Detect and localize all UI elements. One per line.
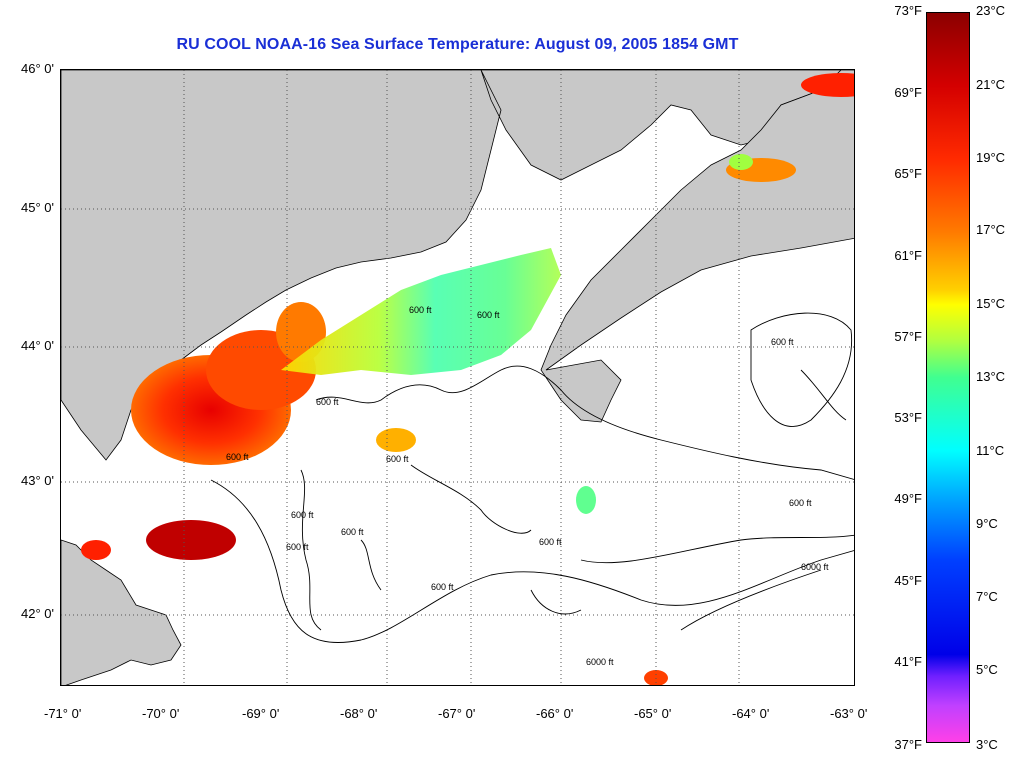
lon-label: -71° 0' — [44, 706, 82, 721]
lat-label: 46° 0' — [21, 61, 54, 76]
contour-label: 600 ft — [771, 337, 794, 347]
contour-label: 600 ft — [409, 305, 432, 315]
colorbar-f-label: 53°F — [894, 410, 922, 425]
contour-label: 600 ft — [431, 582, 454, 592]
lon-label: -69° 0' — [242, 706, 280, 721]
temperature-colorbar — [926, 12, 970, 743]
contour-label: 600 ft — [316, 397, 339, 407]
lon-label: -66° 0' — [536, 706, 574, 721]
colorbar-f-label: 45°F — [894, 573, 922, 588]
colorbar-c-label: 7°C — [976, 589, 998, 604]
lat-label: 43° 0' — [21, 473, 54, 488]
land-cape-cod — [61, 539, 182, 685]
colorbar-c-label: 9°C — [976, 516, 998, 531]
colorbar-f-label: 61°F — [894, 248, 922, 263]
lon-label: -67° 0' — [438, 706, 476, 721]
grid-lines — [61, 70, 854, 685]
lon-label: -64° 0' — [732, 706, 770, 721]
colorbar-c-label: 5°C — [976, 662, 998, 677]
lat-label: 44° 0' — [21, 338, 54, 353]
contour-label: 600 ft — [789, 498, 812, 508]
depth-contours — [210, 312, 854, 643]
lat-label: 42° 0' — [21, 606, 54, 621]
colorbar-c-label: 15°C — [976, 296, 1006, 311]
colorbar-c-label: 3°C — [976, 737, 998, 752]
map-area[interactable]: 600 ft 600 ft 600 ft 600 ft 600 ft 600 f… — [60, 69, 855, 686]
colorbar-f-label: 65°F — [894, 166, 922, 181]
colorbar-f-label: 37°F — [894, 737, 922, 752]
colorbar-f-label: 41°F — [894, 654, 922, 669]
contour-label: 600 ft — [477, 310, 500, 320]
contour-label: 600 ft — [539, 537, 562, 547]
lat-label: 45° 0' — [21, 200, 54, 215]
colorbar-c-label: 19°C — [976, 150, 1006, 165]
colorbar-c-label: 11°C — [976, 443, 1005, 458]
lon-label: -63° 0' — [830, 706, 868, 721]
colorbar-f-label: 69°F — [894, 85, 922, 100]
colorbar-f-label: 57°F — [894, 329, 922, 344]
map-title: RU COOL NOAA-16 Sea Surface Temperature:… — [176, 36, 739, 53]
contour-label: 6000 ft — [586, 657, 614, 667]
contour-label: 600 ft — [291, 510, 314, 520]
contour-label: 600 ft — [386, 454, 409, 464]
contour-label: 600 ft — [286, 542, 309, 552]
lon-label: -70° 0' — [142, 706, 180, 721]
colorbar-c-label: 23°C — [976, 3, 1006, 18]
contour-label: 6000 ft — [801, 562, 829, 572]
colorbar-f-label: 49°F — [894, 491, 922, 506]
contour-label: 600 ft — [226, 452, 249, 462]
colorbar-f-label: 73°F — [894, 3, 922, 18]
sst-map: 600 ft 600 ft 600 ft 600 ft 600 ft 600 f… — [61, 70, 854, 685]
lon-label: -65° 0' — [634, 706, 672, 721]
land-nova-scotia — [540, 70, 854, 423]
colorbar-c-label: 13°C — [976, 369, 1006, 384]
colorbar-c-label: 21°C — [976, 77, 1006, 92]
colorbar-c-label: 17°C — [976, 222, 1006, 237]
contour-label: 600 ft — [341, 527, 364, 537]
lon-label: -68° 0' — [340, 706, 378, 721]
